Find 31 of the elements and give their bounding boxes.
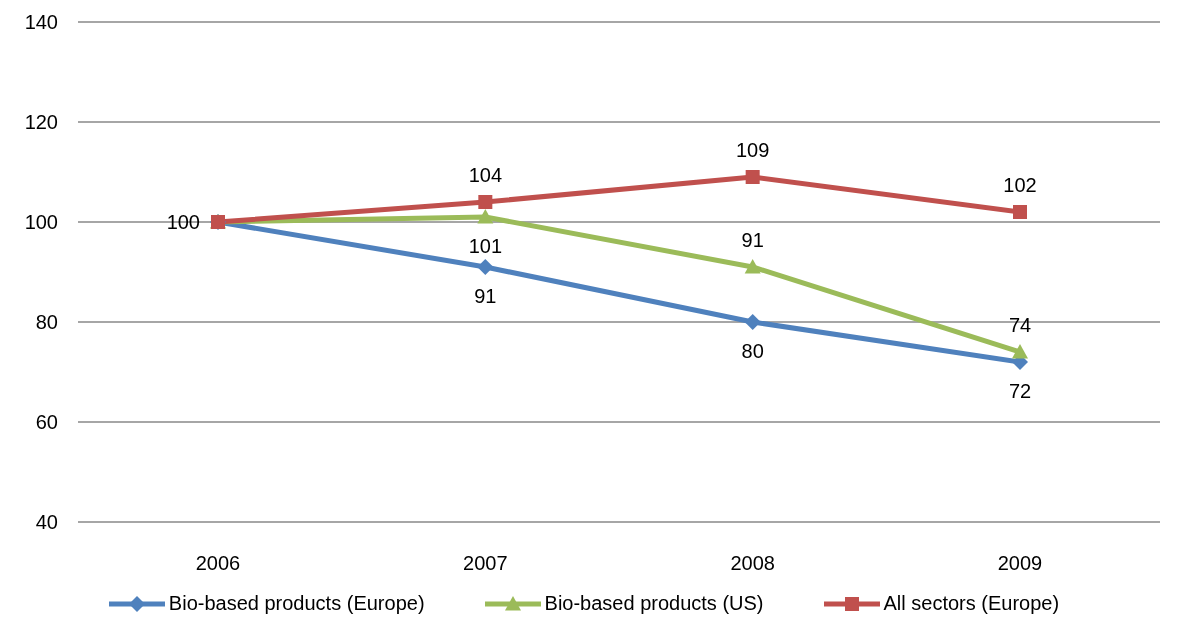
data-label: 104 [468, 164, 503, 186]
data-label: 109 [735, 139, 770, 161]
point [477, 209, 494, 224]
x-tick-label: 2007 [463, 552, 508, 575]
point [745, 170, 760, 184]
y-tick-label: 120 [24, 111, 58, 134]
data-label: 72 [1008, 380, 1032, 402]
point [744, 259, 761, 274]
y-tick-label: 60 [35, 411, 58, 434]
x-tick-label: 2006 [195, 552, 241, 575]
y-tick-label: 80 [35, 311, 58, 334]
data-label: 91 [741, 229, 764, 251]
point [1012, 344, 1028, 359]
data-label: 102 [1003, 174, 1037, 196]
y-tick-label: 40 [35, 511, 58, 534]
data-label: 80 [741, 340, 764, 362]
x-tick-label: 2008 [730, 552, 775, 575]
point [477, 259, 494, 275]
point [478, 195, 493, 209]
legend-label: Bio-based products (Europe) [168, 592, 425, 615]
legend-label: All sectors (Europe) [883, 592, 1060, 615]
legend-label: Bio-based products (US) [544, 592, 764, 615]
y-tick-label: 140 [24, 11, 58, 34]
data-label: 91 [474, 285, 497, 307]
data-label: 101 [468, 235, 503, 257]
point [744, 314, 761, 330]
y-tick-label: 100 [24, 211, 58, 234]
data-label: 100 [166, 211, 200, 233]
data-label: 74 [1008, 314, 1032, 336]
x-tick-label: 2009 [997, 552, 1043, 575]
point [1013, 205, 1027, 219]
